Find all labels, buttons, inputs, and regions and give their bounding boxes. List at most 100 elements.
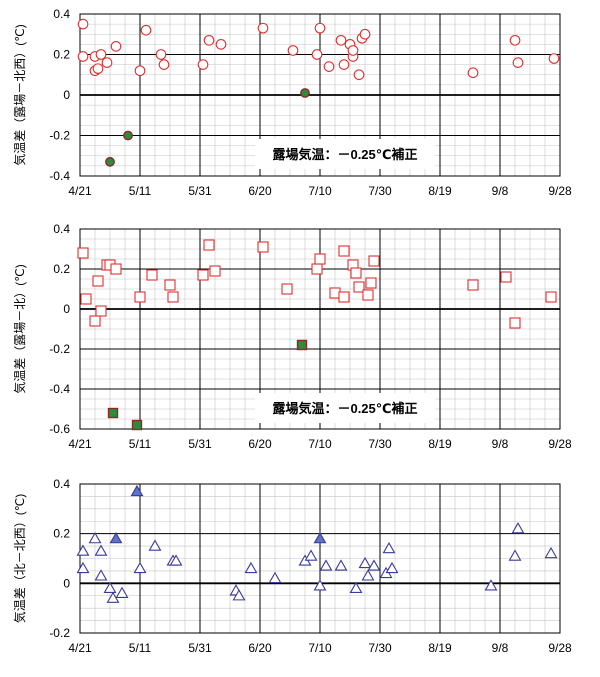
series-2 [109,484,327,544]
data-point [257,22,269,34]
x-tick-label: 7/30 [368,437,392,451]
x-tick-label: 8/19 [428,184,452,198]
data-point [311,49,323,60]
data-point [359,28,371,40]
data-point [508,549,522,561]
y-tick-label: -0.2 [49,342,70,356]
data-point [215,39,227,50]
data-point [92,275,104,287]
y-tick-label: 0.4 [53,7,70,21]
series-1 [76,522,558,603]
data-point [94,569,108,581]
x-tick-label: 4/21 [68,184,92,198]
data-point [94,544,108,556]
data-point [77,247,89,259]
data-point [467,67,479,79]
data-point [353,281,365,293]
data-point [134,65,146,77]
data-point [95,305,107,317]
data-point [88,532,102,544]
data-point [268,571,282,584]
data-point [107,407,119,419]
data-point [109,532,123,544]
x-tick-label: 8/19 [428,437,452,451]
data-point [115,586,129,598]
x-tick-label: 9/8 [492,184,509,198]
chart-1: -0.4 -0.2 0 0.2 0.4 4/21 5/11 5/31 6/20 7/10 7/30 8… [12,7,572,198]
data-point [338,291,350,303]
data-point [361,569,375,581]
data-point [148,539,162,551]
x-tick-label: 7/30 [368,184,392,198]
data-point [77,18,89,30]
data-point [77,51,89,62]
y-tick-label: 0 [63,302,70,316]
x-tick-label: 9/28 [548,437,572,451]
y-tick-label: -0.4 [49,382,70,396]
data-point [382,541,396,554]
data-point [134,291,146,303]
data-point [164,279,176,291]
data-point [203,239,215,251]
data-point [232,589,246,601]
data-point [197,269,209,281]
data-point [509,34,521,46]
x-tick-label: 9/8 [492,641,509,655]
data-point [347,45,359,56]
x-tick-label: 9/28 [548,641,572,655]
data-point [110,41,122,52]
data-point [80,293,92,305]
x-tick-label: 8/19 [428,641,452,655]
data-point [511,522,525,534]
data-point [338,245,350,257]
x-tick-label: 7/10 [308,437,332,451]
data-point [367,559,381,571]
plot-frame [79,228,561,430]
data-point [131,419,143,431]
data-point [304,549,318,561]
series-2 [107,339,308,431]
y-tick-label: 0.4 [53,477,70,491]
data-point [509,317,521,329]
data-point [349,581,363,593]
y-tick-label: 0 [63,576,70,590]
y-tick-label: 0.2 [53,262,70,276]
data-point [76,544,90,556]
y-axis-label: 気温差（北－北西）(℃) [12,494,27,623]
data-point [358,556,372,569]
data-point [130,484,144,497]
x-tick-label: 5/31 [188,184,212,198]
data-point [323,61,335,73]
data-point [314,22,326,34]
data-point [140,24,152,36]
data-point [209,265,221,277]
x-tick-label: 5/11 [129,437,152,451]
data-point [548,53,560,64]
data-point [311,263,323,275]
x-tick-label: 4/21 [68,641,92,655]
data-point [314,253,326,265]
data-point [368,255,380,267]
x-tick-label: 7/30 [368,641,392,655]
data-point [500,271,512,283]
series-1 [77,18,560,81]
x-tick-label: 7/10 [308,184,332,198]
y-tick-label: 0 [63,88,70,102]
annotation-box [255,139,435,169]
data-point [300,88,310,98]
data-point [467,279,479,291]
data-point [385,561,399,574]
x-tick-label: 6/20 [248,437,272,451]
x-tick-label: 9/8 [492,437,509,451]
x-tick-label: 6/20 [248,641,272,655]
data-point [484,579,498,591]
data-point [512,57,524,68]
data-point [110,263,122,275]
data-point [167,291,179,303]
data-point [76,561,90,574]
y-tick-label: -0.2 [49,129,70,143]
data-point [319,559,333,571]
data-point [169,554,183,566]
data-point [313,579,327,591]
series-2 [105,88,310,167]
